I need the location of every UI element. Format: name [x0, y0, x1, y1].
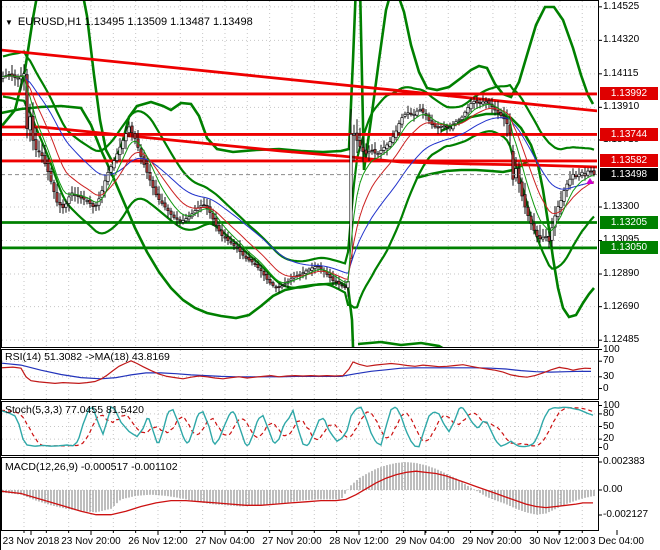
resistance-price-badge: 1.13744	[600, 127, 658, 141]
price-tick: 1.13095	[603, 234, 640, 246]
price-tick: 1.14320	[603, 34, 640, 46]
time-axis-label: 27 Nov 20:00	[262, 536, 322, 547]
stoch-scale-tick: 20	[603, 433, 615, 445]
price-tick: 1.12690	[603, 300, 640, 312]
macd-signal-line	[2, 470, 593, 516]
time-axis-label: 23 Nov 2018	[2, 536, 60, 547]
time-axis-label: 30 Nov 12:00	[529, 536, 589, 547]
rsi-line	[2, 360, 592, 385]
price-tick: 1.12890	[603, 267, 640, 279]
stoch-scale-tick: 0	[603, 441, 609, 453]
price-tick: 1.13910	[603, 101, 640, 113]
time-axis-label: 29 Nov 20:00	[462, 536, 522, 547]
time-axis-label: 29 Nov 04:00	[395, 536, 455, 547]
stoch-pane-label: Stoch(5,3,3) 77.0455 81.5420	[5, 404, 144, 416]
macd-pane-label: MACD(12,26,9) -0.000517 -0.001102	[5, 461, 178, 473]
rsi-scale-tick: 0	[603, 382, 609, 394]
fast-band-upper	[2, 50, 595, 265]
chart-title-bar[interactable]: ▼ EURUSD,H1 1.13495 1.13509 1.13487 1.13…	[5, 16, 253, 28]
support-price-badge: 1.13050	[600, 241, 658, 255]
stoch-scale-tick: 80	[603, 407, 615, 419]
rsi-ma-line	[2, 362, 592, 380]
chevron-down-icon[interactable]: ▼	[5, 17, 13, 27]
price-tick: 1.13300	[603, 201, 640, 212]
macd-scale-tick: -0.002127	[603, 508, 649, 520]
stoch-k-line	[2, 405, 594, 448]
rsi-scale-tick: 30	[603, 370, 615, 382]
support-price-badge: 1.13205	[600, 216, 658, 230]
descending-trendline-2	[2, 125, 597, 169]
stoch-pane[interactable]	[1, 405, 594, 448]
slow-band-lower	[2, 104, 355, 347]
resistance-price-badge: 1.13992	[600, 87, 658, 101]
rsi-scale-tick: 70	[603, 355, 615, 367]
stoch-d-line	[2, 407, 594, 447]
ma-green	[2, 75, 595, 284]
slow-band-bottom	[357, 340, 444, 347]
time-axis-label: 26 Nov 12:00	[128, 536, 188, 547]
macd-pane[interactable]	[1, 462, 595, 516]
price-arrow-marker	[586, 178, 594, 184]
band-mid-flat	[415, 158, 530, 180]
time-axis-label: 23 Nov 20:00	[61, 536, 121, 547]
rsi-pane[interactable]	[1, 360, 592, 385]
macd-scale-tick: 0.00	[603, 484, 623, 495]
main-price-pane[interactable]	[1, 0, 598, 400]
price-tick: 1.14115	[603, 67, 639, 79]
symbol-title: EURUSD,H1 1.13495 1.13509 1.13487 1.1349…	[17, 16, 253, 28]
pane-borders	[1, 0, 618, 535]
time-axis-label: 27 Nov 04:00	[195, 536, 255, 547]
ma-red	[2, 75, 595, 280]
rsi-pane-label: RSI(14) 51.3082 ->MA(18) 43.8169	[5, 351, 170, 363]
resistance-price-badge: 1.13582	[600, 154, 658, 168]
price-tick: 1.14525	[603, 0, 640, 12]
current-price-badge: 1.13498	[600, 168, 658, 182]
stoch-scale-tick: 50	[603, 420, 615, 432]
price-tick: 1.12485	[603, 334, 640, 346]
time-axis-label: 3 Dec 04:00	[590, 536, 644, 547]
time-axis-label: 28 Nov 12:00	[329, 536, 389, 547]
macd-scale-tick: 0.002383	[603, 455, 645, 467]
band-right-dive	[440, 112, 595, 319]
stoch-scale-tick: 100	[603, 399, 620, 411]
rsi-scale-tick: 100	[603, 343, 620, 355]
descending-trendline-1	[2, 48, 597, 113]
